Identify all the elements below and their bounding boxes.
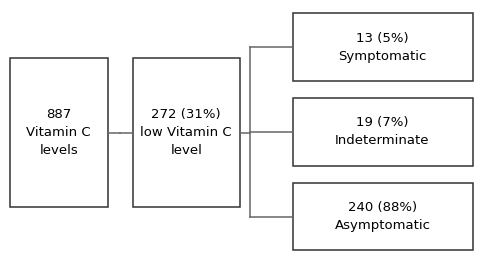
Text: 887
Vitamin C
levels: 887 Vitamin C levels — [26, 108, 91, 157]
FancyBboxPatch shape — [132, 58, 240, 207]
FancyBboxPatch shape — [292, 98, 472, 166]
FancyBboxPatch shape — [292, 183, 472, 250]
Text: 19 (7%)
Indeterminate: 19 (7%) Indeterminate — [335, 116, 430, 147]
FancyBboxPatch shape — [10, 58, 108, 207]
FancyBboxPatch shape — [292, 13, 472, 81]
Text: 240 (88%)
Asymptomatic: 240 (88%) Asymptomatic — [334, 201, 430, 232]
Text: 272 (31%)
low Vitamin C
level: 272 (31%) low Vitamin C level — [140, 108, 232, 157]
Text: 13 (5%)
Symptomatic: 13 (5%) Symptomatic — [338, 32, 426, 63]
